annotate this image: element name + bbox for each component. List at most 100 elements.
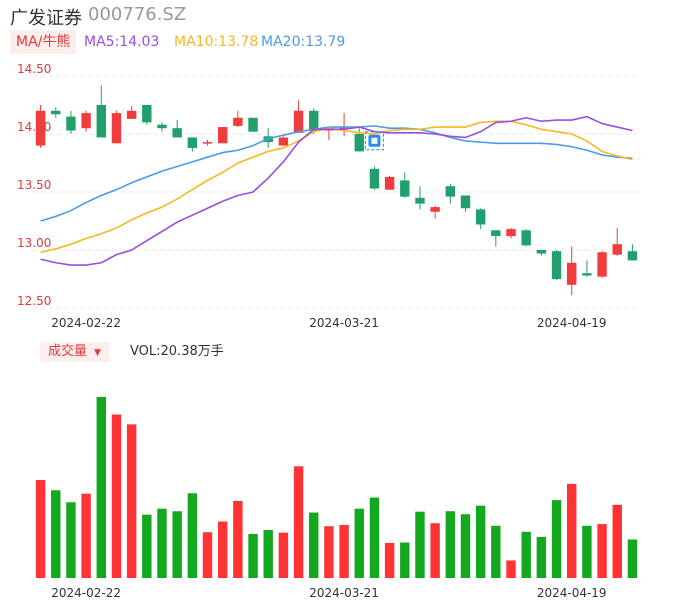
volume-bar bbox=[66, 502, 76, 578]
candle bbox=[111, 110, 122, 144]
volume-bar bbox=[369, 497, 380, 578]
candle bbox=[96, 85, 106, 138]
candle bbox=[445, 183, 456, 204]
candle-body bbox=[187, 137, 198, 148]
volume-bar bbox=[111, 414, 122, 578]
candle bbox=[430, 205, 440, 219]
volume-bar bbox=[142, 514, 152, 578]
candle-body bbox=[415, 197, 425, 204]
volume-bar bbox=[475, 505, 486, 578]
volume-bar bbox=[187, 493, 198, 578]
candle-body bbox=[354, 134, 364, 152]
candle bbox=[491, 230, 501, 247]
volume-chart[interactable]: 2024-02-22 2024-03-21 2024-04-19 bbox=[0, 366, 686, 606]
volume-indicator-selector[interactable]: 成交量 ▼ bbox=[40, 342, 110, 362]
y-tick-label: 14.00 bbox=[17, 120, 51, 134]
x-tick-label: 2024-03-21 bbox=[309, 316, 379, 330]
candle bbox=[415, 186, 425, 210]
ma10-line bbox=[40, 120, 633, 254]
candle bbox=[400, 172, 410, 198]
candle-body bbox=[582, 273, 592, 276]
volume-bar bbox=[597, 524, 607, 578]
y-tick-label: 14.50 bbox=[17, 62, 51, 76]
volume-bar bbox=[612, 504, 622, 578]
volume-bar bbox=[339, 524, 349, 578]
volume-bar bbox=[627, 539, 638, 578]
volume-bar bbox=[233, 500, 243, 578]
candle-body bbox=[475, 209, 486, 225]
candle bbox=[582, 260, 592, 277]
candle-body bbox=[66, 116, 76, 131]
volume-bar bbox=[157, 508, 167, 578]
volume-bar bbox=[384, 542, 395, 578]
x-tick-label: 2024-04-19 bbox=[537, 316, 607, 330]
volume-bar bbox=[354, 508, 364, 578]
candle-body bbox=[400, 180, 410, 197]
y-tick-label: 13.00 bbox=[17, 236, 51, 250]
ma5-line bbox=[40, 115, 633, 266]
candle-body bbox=[430, 207, 440, 212]
candle-body bbox=[460, 195, 471, 209]
volume-bar bbox=[536, 536, 547, 578]
candle bbox=[369, 166, 380, 190]
candle bbox=[248, 117, 258, 132]
candle-body bbox=[111, 113, 122, 144]
candle bbox=[384, 175, 395, 190]
ma-type-selector[interactable]: MA/牛熊 bbox=[10, 30, 77, 54]
candle bbox=[567, 246, 577, 296]
candle-body bbox=[293, 110, 304, 133]
candle bbox=[475, 208, 486, 230]
volume-bar bbox=[293, 466, 304, 578]
candle bbox=[551, 250, 562, 281]
volume-bar bbox=[217, 521, 228, 578]
candle bbox=[460, 195, 471, 212]
stock-name: 广发证券 bbox=[10, 8, 82, 29]
candle-body bbox=[172, 128, 182, 138]
volume-bar bbox=[415, 511, 425, 578]
volume-bar bbox=[460, 514, 471, 578]
candle-body bbox=[126, 110, 137, 119]
candle-body bbox=[233, 117, 243, 126]
candle-body bbox=[551, 251, 562, 279]
candle-body bbox=[96, 105, 106, 138]
candle bbox=[142, 105, 152, 125]
volume-bar bbox=[521, 531, 531, 578]
candle bbox=[612, 227, 622, 256]
ma10-legend: MA10:13.78 bbox=[174, 34, 259, 50]
volume-bar bbox=[51, 490, 61, 578]
volume-bar bbox=[202, 532, 213, 578]
candle bbox=[217, 127, 228, 144]
volume-bar bbox=[551, 500, 562, 578]
candle-body bbox=[278, 137, 289, 146]
candle-body bbox=[248, 117, 258, 132]
candle bbox=[51, 107, 61, 118]
volume-value: VOL:20.38万手 bbox=[130, 344, 224, 359]
candle bbox=[233, 110, 243, 128]
candle bbox=[66, 110, 76, 134]
ma5-legend: MA5:14.03 bbox=[84, 34, 160, 50]
volume-bar bbox=[506, 560, 516, 578]
candle-body bbox=[309, 110, 319, 131]
candle-body bbox=[142, 105, 152, 123]
volume-x-tick-label: 2024-02-22 bbox=[51, 586, 121, 600]
candle bbox=[202, 139, 213, 146]
volume-bar bbox=[400, 542, 410, 578]
volume-bar bbox=[445, 511, 456, 578]
volume-x-tick-label: 2024-03-21 bbox=[309, 586, 379, 600]
candle-body bbox=[521, 230, 531, 246]
candle-body bbox=[612, 244, 622, 255]
candle bbox=[278, 136, 289, 146]
candle bbox=[293, 100, 304, 133]
candle bbox=[157, 122, 167, 132]
volume-bar bbox=[35, 480, 46, 578]
candle-body bbox=[157, 124, 167, 129]
ma20-legend: MA20:13.79 bbox=[261, 34, 346, 50]
candle-body bbox=[51, 110, 61, 115]
ma20-line bbox=[40, 125, 633, 222]
candle bbox=[187, 137, 198, 152]
y-tick-label: 12.50 bbox=[17, 294, 51, 308]
candle-body bbox=[627, 251, 638, 261]
candle bbox=[627, 244, 638, 261]
marker-frame bbox=[364, 131, 384, 151]
